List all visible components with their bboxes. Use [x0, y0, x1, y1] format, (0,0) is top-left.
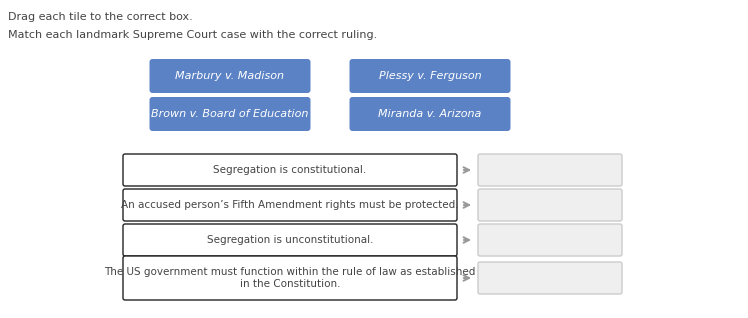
FancyBboxPatch shape — [150, 97, 310, 131]
Text: Marbury v. Madison: Marbury v. Madison — [176, 71, 284, 81]
FancyBboxPatch shape — [478, 154, 622, 186]
Text: Drag each tile to the correct box.: Drag each tile to the correct box. — [8, 12, 193, 22]
Text: Miranda v. Arizona: Miranda v. Arizona — [378, 109, 482, 119]
Text: An accused person’s Fifth Amendment rights must be protected.: An accused person’s Fifth Amendment righ… — [121, 200, 459, 210]
FancyBboxPatch shape — [150, 59, 310, 93]
Text: Segregation is constitutional.: Segregation is constitutional. — [213, 165, 367, 175]
Text: Match each landmark Supreme Court case with the correct ruling.: Match each landmark Supreme Court case w… — [8, 30, 377, 40]
Text: The US government must function within the rule of law as established
in the Con: The US government must function within t… — [104, 267, 476, 289]
Text: Brown v. Board of Education: Brown v. Board of Education — [151, 109, 309, 119]
FancyBboxPatch shape — [478, 189, 622, 221]
Text: Segregation is unconstitutional.: Segregation is unconstitutional. — [206, 235, 373, 245]
Text: Plessy v. Ferguson: Plessy v. Ferguson — [378, 71, 481, 81]
FancyBboxPatch shape — [123, 154, 457, 186]
FancyBboxPatch shape — [123, 256, 457, 300]
FancyBboxPatch shape — [349, 97, 510, 131]
FancyBboxPatch shape — [123, 189, 457, 221]
FancyBboxPatch shape — [349, 59, 510, 93]
FancyBboxPatch shape — [123, 224, 457, 256]
FancyBboxPatch shape — [478, 224, 622, 256]
FancyBboxPatch shape — [478, 262, 622, 294]
